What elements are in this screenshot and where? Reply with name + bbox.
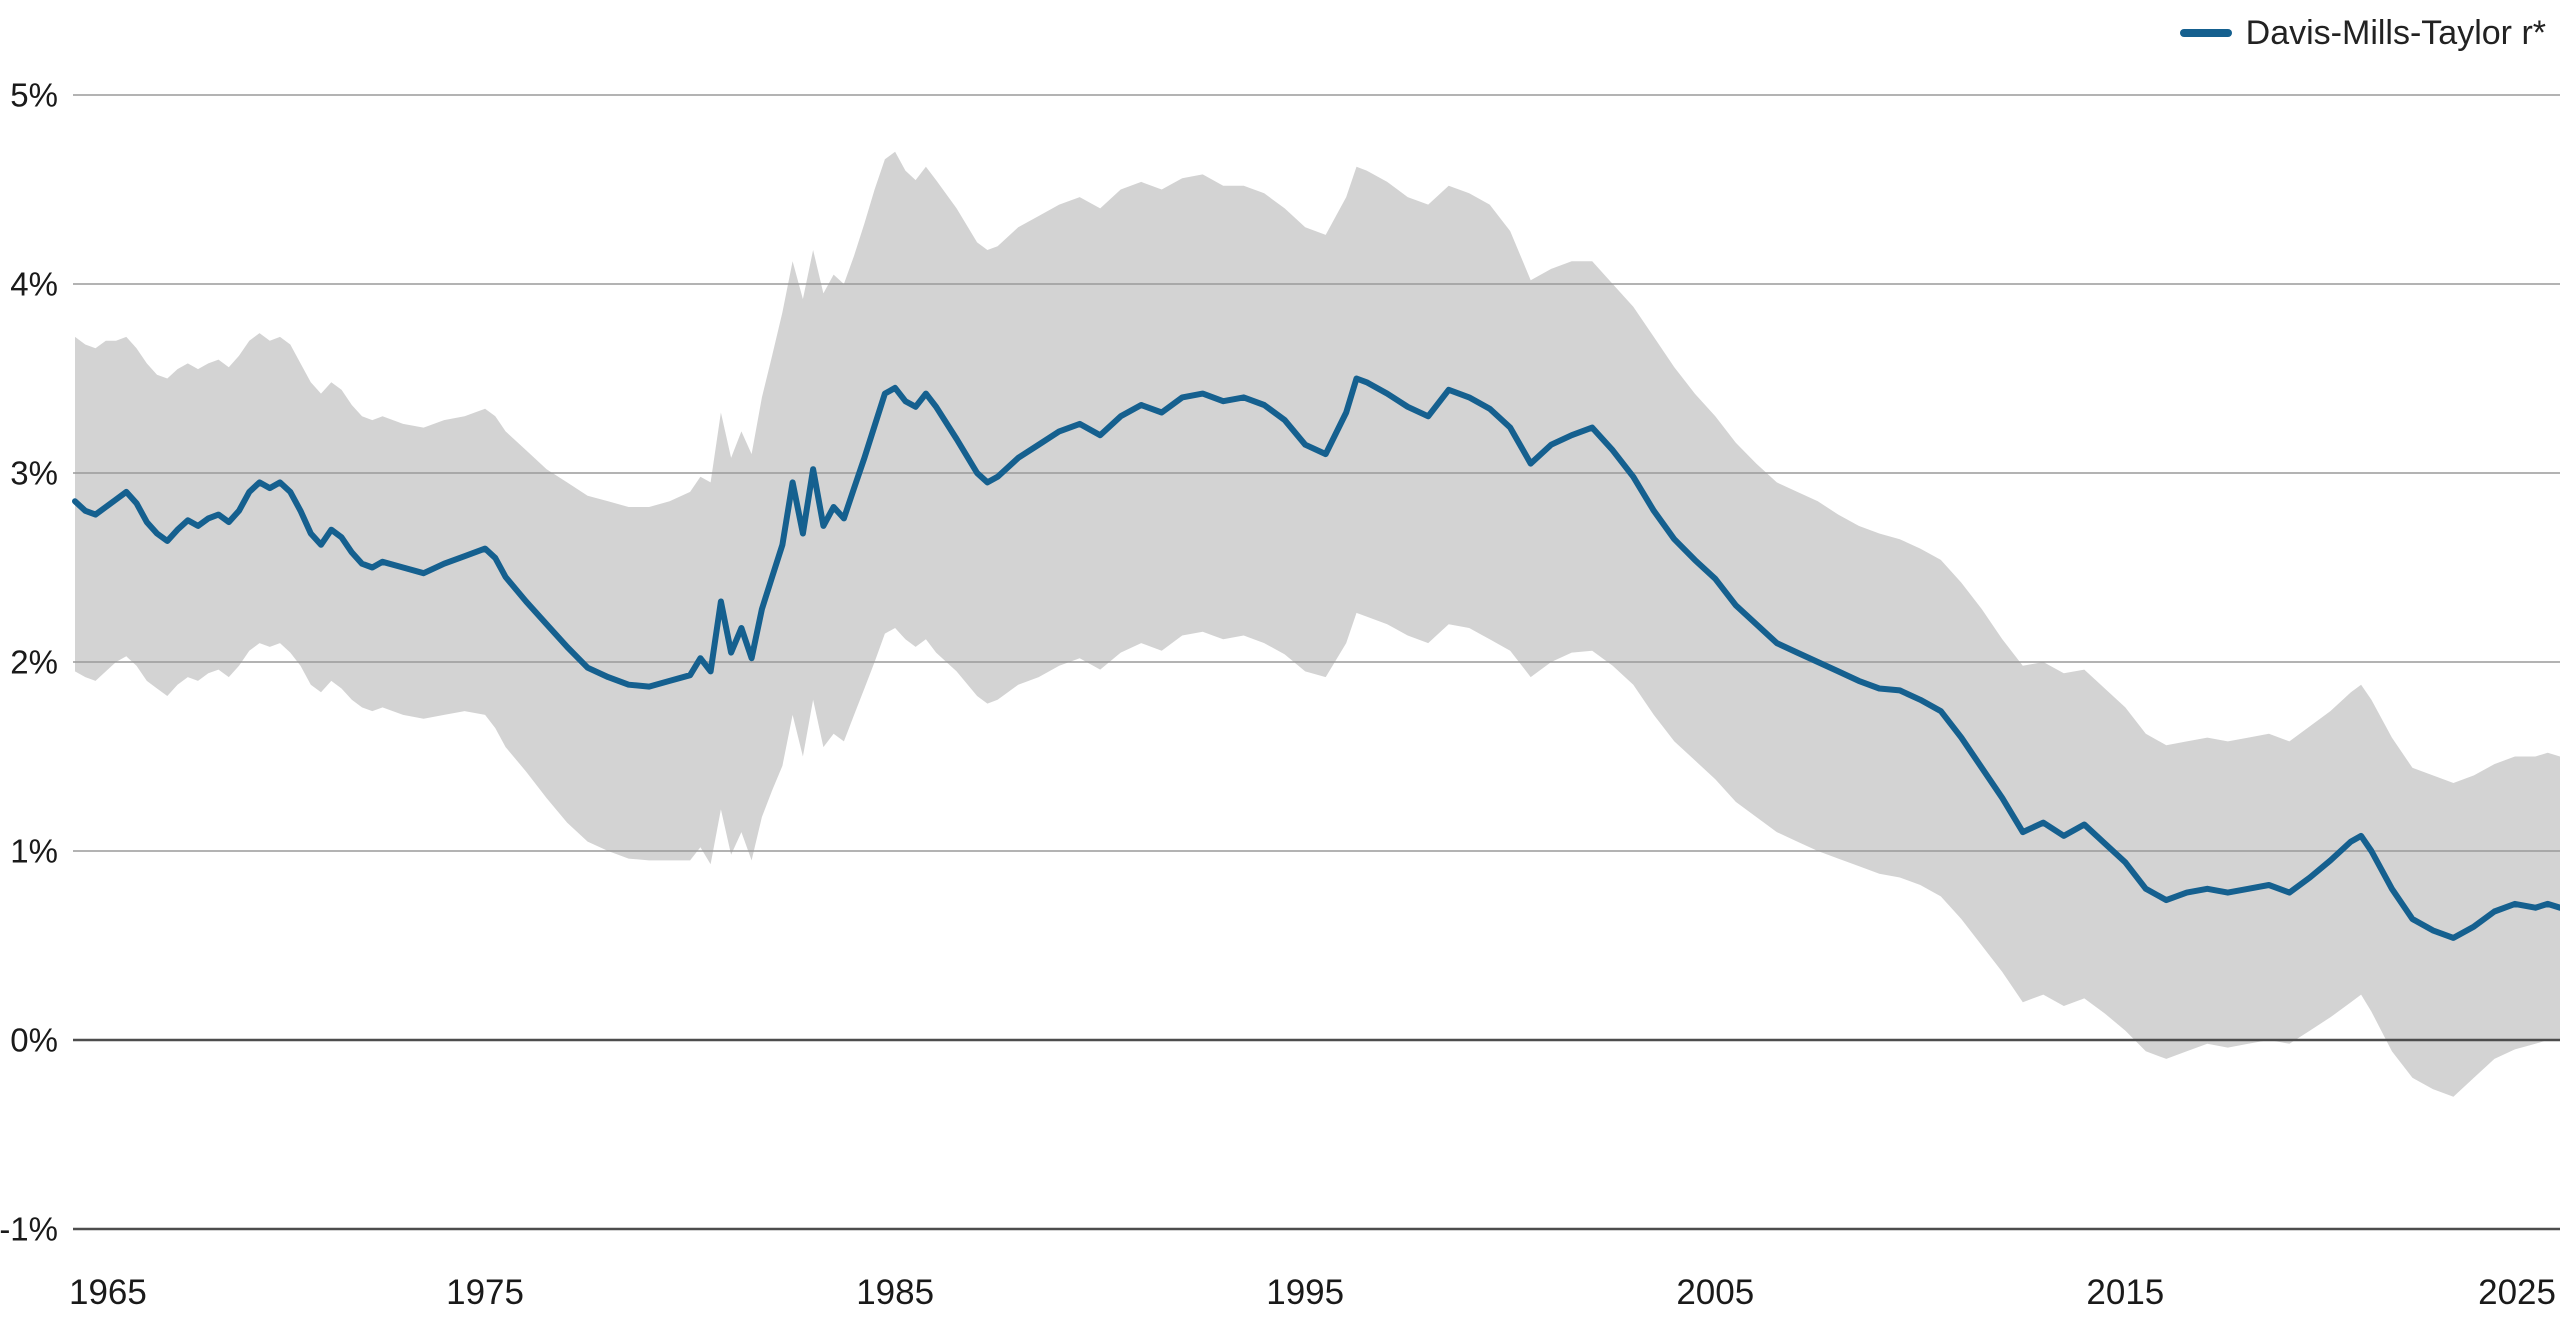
x-tick-label: 1975 [446, 1273, 524, 1312]
legend-line-swatch [2179, 29, 2232, 37]
x-tick-label: 1985 [856, 1273, 934, 1312]
x-tick-label: 1965 [69, 1273, 147, 1312]
legend-label: Davis-Mills-Taylor r* [2245, 14, 2546, 52]
y-tick-label: 1% [10, 833, 58, 870]
x-tick-label: 1995 [1266, 1273, 1344, 1312]
confidence-band [75, 151, 2560, 1097]
y-tick-label: 5% [10, 77, 58, 114]
y-tick-label: 4% [10, 266, 58, 303]
y-tick-label: 2% [10, 644, 58, 681]
x-tick-label: 2015 [2086, 1273, 2164, 1312]
rstar-line [72, 375, 2560, 941]
x-tick-label: 2025 [2478, 1273, 2556, 1312]
y-tick-label: 3% [10, 455, 58, 492]
y-tick-label: -1% [0, 1211, 58, 1248]
x-tick-label: 2005 [1676, 1273, 1754, 1312]
legend: Davis-Mills-Taylor r* [2179, 14, 2546, 52]
y-tick-label: 0% [10, 1022, 58, 1059]
